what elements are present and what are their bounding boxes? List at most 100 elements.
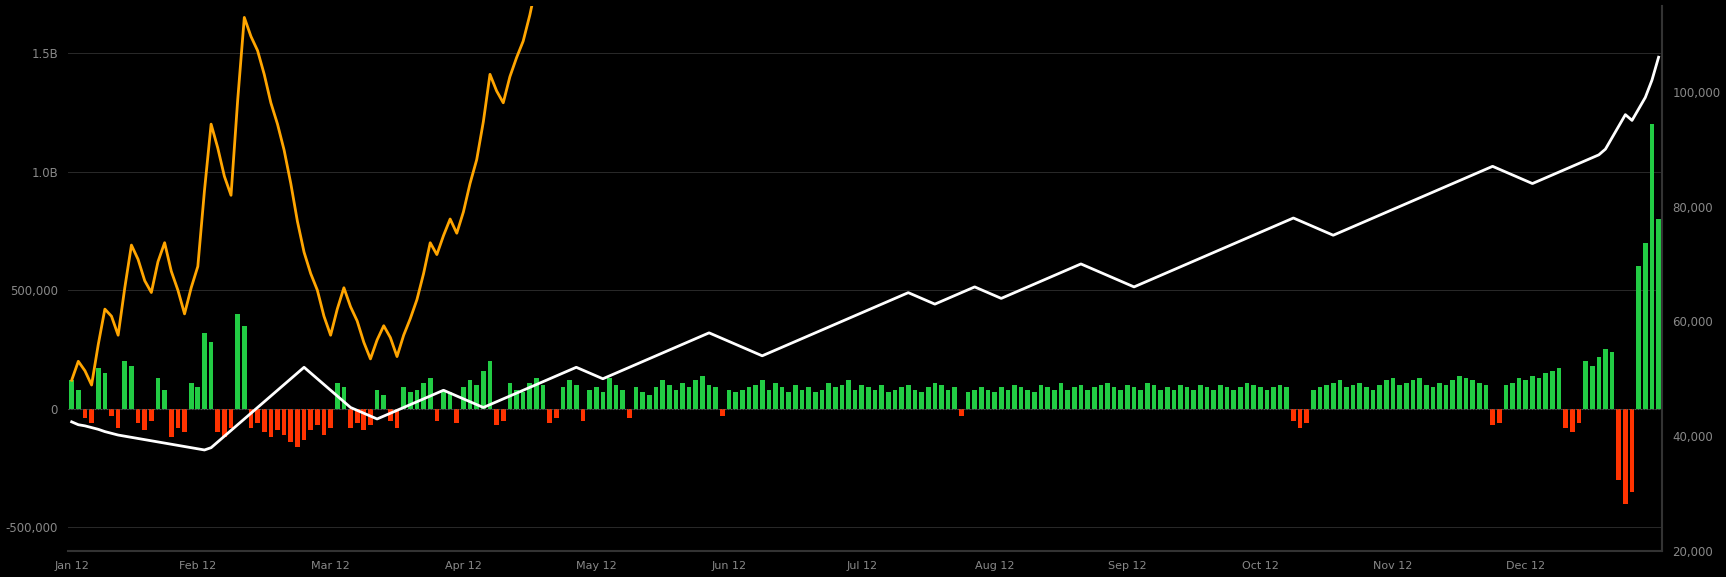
Bar	[1424, 385, 1429, 409]
Bar	[1098, 385, 1103, 409]
Bar	[1018, 387, 1024, 409]
Bar	[1277, 385, 1282, 409]
Bar	[1650, 124, 1654, 409]
Bar	[1179, 385, 1182, 409]
Bar	[1457, 376, 1462, 409]
Bar	[97, 368, 100, 409]
Bar	[1417, 378, 1422, 409]
Bar	[1357, 383, 1362, 409]
Bar	[528, 383, 532, 409]
Bar	[740, 389, 744, 409]
Bar	[1032, 392, 1037, 409]
Bar	[1072, 387, 1077, 409]
Bar	[860, 385, 865, 409]
Bar	[249, 409, 254, 428]
Bar	[892, 389, 898, 409]
Bar	[1384, 380, 1389, 409]
Bar	[1370, 389, 1376, 409]
Bar	[834, 387, 837, 409]
Bar	[614, 385, 618, 409]
Bar	[169, 409, 174, 437]
Bar	[885, 392, 891, 409]
Bar	[209, 342, 214, 409]
Bar	[274, 409, 280, 430]
Bar	[799, 389, 804, 409]
Bar	[587, 389, 592, 409]
Bar	[1191, 389, 1196, 409]
Bar	[1603, 350, 1609, 409]
Bar	[1225, 387, 1229, 409]
Bar	[594, 387, 599, 409]
Bar	[1557, 368, 1562, 409]
Bar	[281, 409, 287, 435]
Bar	[195, 387, 200, 409]
Bar	[514, 389, 520, 409]
Bar	[262, 409, 266, 432]
Bar	[1079, 385, 1084, 409]
Bar	[1503, 385, 1509, 409]
Bar	[488, 361, 492, 409]
Bar	[568, 380, 571, 409]
Bar	[402, 387, 406, 409]
Bar	[155, 378, 161, 409]
Bar	[1011, 385, 1017, 409]
Bar	[899, 387, 904, 409]
Bar	[1270, 387, 1276, 409]
Bar	[1251, 385, 1257, 409]
Bar	[727, 389, 732, 409]
Bar	[269, 409, 273, 437]
Bar	[580, 409, 585, 421]
Bar	[1338, 380, 1343, 409]
Bar	[853, 389, 858, 409]
Bar	[435, 409, 438, 421]
Bar	[873, 389, 877, 409]
Bar	[1265, 389, 1269, 409]
Bar	[142, 409, 147, 430]
Bar	[102, 373, 107, 409]
Bar	[753, 385, 758, 409]
Bar	[1258, 387, 1262, 409]
Bar	[395, 409, 399, 428]
Bar	[654, 387, 658, 409]
Bar	[673, 389, 678, 409]
Bar	[381, 395, 387, 409]
Bar	[507, 383, 513, 409]
Bar	[1132, 387, 1136, 409]
Bar	[1643, 243, 1648, 409]
Bar	[1617, 409, 1621, 480]
Bar	[759, 380, 765, 409]
Bar	[601, 392, 606, 409]
Bar	[1576, 409, 1581, 423]
Bar	[1291, 409, 1296, 421]
Bar	[414, 389, 419, 409]
Bar	[1403, 383, 1408, 409]
Bar	[1471, 380, 1476, 409]
Bar	[1165, 387, 1170, 409]
Bar	[475, 385, 480, 409]
Bar	[960, 409, 963, 416]
Bar	[1610, 352, 1614, 409]
Bar	[1571, 409, 1574, 432]
Bar	[342, 387, 347, 409]
Bar	[162, 389, 167, 409]
Bar	[295, 409, 300, 447]
Bar	[129, 366, 133, 409]
Bar	[501, 409, 506, 421]
Bar	[820, 389, 825, 409]
Bar	[661, 380, 665, 409]
Bar	[1391, 378, 1395, 409]
Bar	[1364, 387, 1369, 409]
Bar	[687, 387, 692, 409]
Bar	[1298, 409, 1303, 428]
Bar	[1244, 383, 1250, 409]
Bar	[1484, 385, 1488, 409]
Bar	[1629, 409, 1635, 492]
Bar	[1536, 378, 1541, 409]
Bar	[1331, 383, 1336, 409]
Bar	[666, 385, 671, 409]
Bar	[1377, 385, 1383, 409]
Bar	[839, 385, 844, 409]
Bar	[967, 392, 970, 409]
Bar	[1112, 387, 1117, 409]
Bar	[913, 389, 917, 409]
